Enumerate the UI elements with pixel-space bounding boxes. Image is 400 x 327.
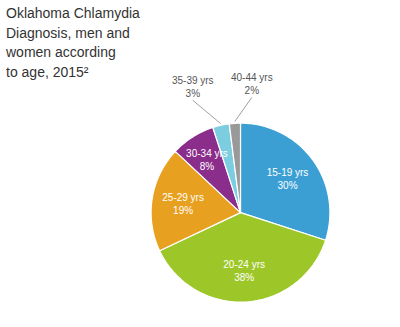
svg-text:35-39 yrs3%: 35-39 yrs3% (172, 75, 214, 99)
html-text:Oklahoma Chlamydia Diagnosis,: Oklahoma Chlamydia Diagnosis, men and wo… (6, 5, 140, 80)
svg-text:15-19 yrs30%: 15-19 yrs30% (267, 167, 309, 191)
svg-text:40-44 yrs2%: 40-44 yrs2% (231, 72, 273, 96)
svg-text:30-34 yrs8%: 30-34 yrs8% (186, 148, 228, 172)
svg-text:25-29 yrs19%: 25-29 yrs19% (162, 192, 204, 216)
svg-text:20-24 yrs38%: 20-24 yrs38% (223, 259, 265, 283)
